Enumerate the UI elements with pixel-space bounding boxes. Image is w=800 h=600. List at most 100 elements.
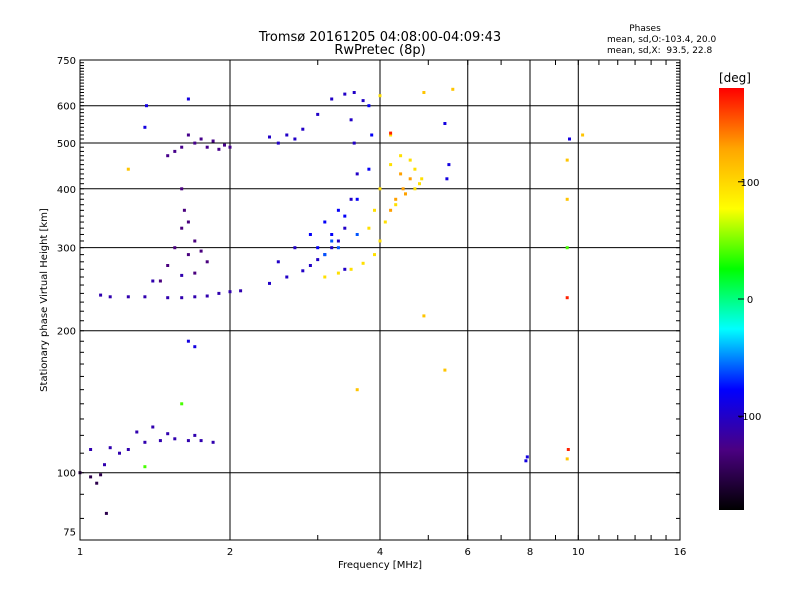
data-point (228, 145, 232, 149)
data-point (323, 253, 327, 257)
x-tick-label: 2 (227, 547, 233, 558)
data-point (383, 220, 387, 224)
y-tick-label: 75 (63, 528, 76, 539)
y-tick-label: 400 (57, 185, 76, 196)
data-point (223, 143, 226, 147)
data-point (99, 473, 103, 477)
data-point (193, 295, 197, 299)
data-point (158, 439, 162, 443)
x-tick-label: 6 (465, 547, 471, 558)
data-point (373, 208, 376, 212)
data-point (276, 260, 280, 264)
data-point (135, 430, 139, 434)
data-point (389, 131, 393, 135)
data-point (166, 154, 170, 158)
data-point (308, 264, 312, 267)
x-tick-label: 10 (572, 547, 585, 558)
data-point (389, 133, 393, 137)
data-point (447, 163, 451, 167)
data-point (180, 187, 184, 191)
y-axis-label: Stationary phase Virtual Height [km] (39, 208, 50, 392)
data-point (565, 296, 569, 300)
data-point (186, 220, 190, 224)
data-point (89, 448, 93, 451)
data-point (126, 295, 130, 299)
data-point (355, 197, 359, 201)
data-point (199, 137, 203, 141)
data-point (361, 99, 365, 103)
data-point (330, 246, 334, 250)
data-point (217, 291, 221, 295)
data-point (186, 133, 190, 137)
data-point (349, 197, 353, 201)
data-point (186, 439, 190, 443)
data-point (451, 87, 455, 91)
data-point (336, 246, 340, 250)
data-point (336, 239, 340, 243)
data-point (205, 260, 209, 264)
data-point (268, 281, 271, 285)
data-point (316, 112, 320, 116)
data-point (349, 118, 353, 122)
data-point (239, 289, 243, 293)
data-point (285, 275, 289, 279)
data-point (367, 167, 371, 171)
data-point (99, 293, 103, 297)
data-point (166, 296, 170, 300)
data-point (205, 145, 209, 149)
data-point (524, 459, 528, 463)
data-point (355, 172, 359, 176)
plot-frame (79, 59, 681, 541)
data-point (193, 271, 197, 275)
data-point (182, 208, 186, 212)
data-point (186, 97, 190, 101)
data-point (285, 133, 289, 137)
data-point (166, 264, 170, 267)
data-point (108, 446, 112, 450)
phase-mean-o: mean, sd,O:-103.4, 20.0 (607, 35, 717, 45)
data-point (422, 91, 426, 94)
data-point (143, 465, 147, 469)
data-point (301, 269, 305, 273)
phase-mean-x: mean, sd,X: 93.5, 22.8 (607, 46, 713, 56)
data-point (193, 239, 197, 243)
data-point (378, 94, 382, 98)
data-point (173, 149, 177, 153)
x-tick-label: 1 (77, 547, 83, 558)
data-point (301, 127, 305, 131)
data-point (108, 295, 112, 299)
data-point (355, 388, 359, 392)
data-point (193, 141, 197, 145)
data-point (370, 133, 374, 137)
data-point (367, 104, 371, 108)
data-point (581, 133, 585, 137)
data-point (343, 226, 347, 230)
data-point (143, 295, 147, 299)
data-point (193, 345, 197, 349)
data-point (399, 154, 403, 158)
data-point (323, 220, 327, 224)
data-point (343, 214, 347, 218)
data-point (389, 163, 393, 167)
data-point (389, 208, 393, 212)
data-point (308, 233, 312, 236)
chart-title: Tromsø 20161205 04:08:00-04:09:43 (258, 30, 501, 45)
data-point (361, 261, 365, 265)
data-point (408, 177, 412, 181)
data-point (413, 187, 417, 191)
data-point (568, 137, 571, 141)
data-point (211, 139, 215, 143)
data-point (422, 314, 426, 318)
data-point (352, 91, 356, 94)
data-point (199, 439, 203, 443)
data-point (343, 267, 347, 271)
data-point (158, 279, 162, 283)
y-tick-label: 100 (57, 469, 76, 480)
data-point (355, 233, 359, 236)
data-point (565, 197, 569, 201)
data-point (399, 172, 403, 176)
data-point (173, 437, 177, 441)
data-point (143, 440, 147, 444)
data-point (566, 448, 570, 451)
